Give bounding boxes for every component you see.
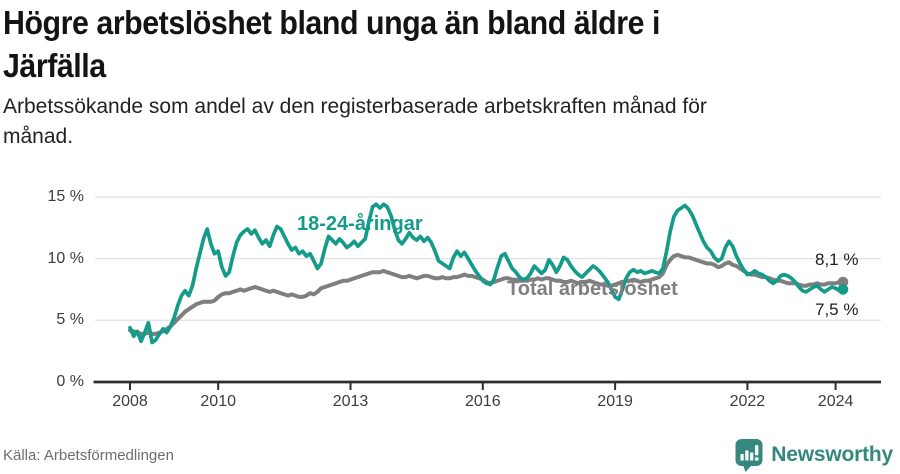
page-title-line2: Järfälla [3,46,106,84]
newsworthy-logo[interactable]: Newsworthy [735,438,893,472]
newsworthy-bubble-chart-icon [735,439,763,472]
y-tick-label-5: 5 % [56,311,84,329]
x-tick-label-2019: 2019 [597,393,633,410]
x-tick-label-2008: 2008 [112,393,148,410]
x-tick-label-2013: 2013 [332,393,369,410]
total-series-line [128,252,845,336]
total-end-value-label: 8,1 % [815,250,859,269]
youth-series-line [128,202,845,345]
chart-subtitle: Arbetssökande som andel av den registerb… [3,92,707,152]
youth-end-value-label: 7,5 % [815,300,859,319]
source-note: Källa: Arbetsförmedlingen [3,447,174,464]
x-tick-label-2010: 2010 [200,393,236,410]
newsworthy-wordmark: Newsworthy [771,443,893,466]
youth-series-label: 18-24-åringar [297,213,423,235]
total-series-label: Total arbetslöshet [507,278,678,300]
x-tick-label-2024: 2024 [817,393,854,410]
chart-subtitle-line1: Arbetssökande som andel av den registerb… [3,95,707,118]
y-tick-label-0: 0 % [56,373,84,390]
page-title: Högre arbetslöshet bland unga än bland ä… [3,2,660,88]
youth-end-dot [837,284,849,295]
y-tick-label-15: 15 % [47,188,84,205]
total-end-dot [837,276,849,288]
y-tick-label-10: 10 % [47,249,84,267]
chart-subtitle-line2: månad. [3,124,74,148]
page-title-line1: Högre arbetslöshet bland unga än bland ä… [3,4,660,41]
x-tick-label-2022: 2022 [729,393,766,410]
x-tick-label-2016: 2016 [465,393,501,410]
